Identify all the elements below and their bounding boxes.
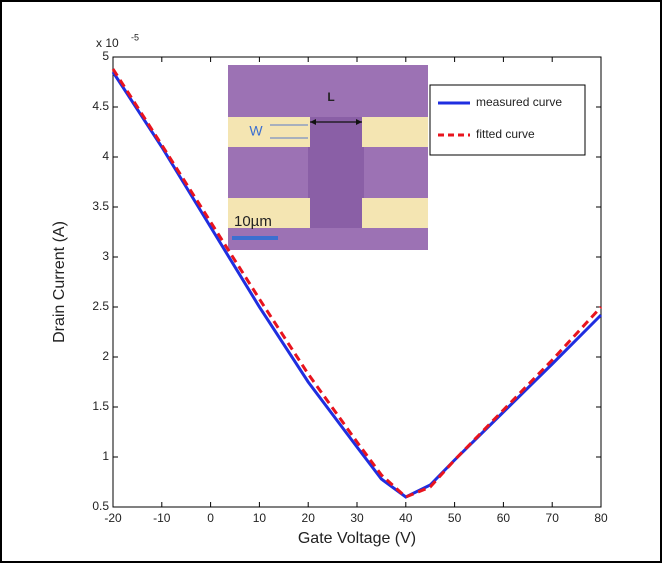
inset-electrode [228,117,310,147]
y-tick-label: 0.5 [92,499,109,513]
inset-electrode [228,198,310,228]
y-tick-label: 1.5 [92,399,109,413]
y-axis-label: Drain Current (A) [51,221,68,343]
y-tick-label: 3.5 [92,199,109,213]
inset-image: L W 10µm [228,65,428,250]
x-tick-label: 30 [350,511,364,525]
x-tick-label: 70 [546,511,560,525]
x-tick-label: -20 [104,511,122,525]
inset-electrode [362,198,428,228]
inset-channel [308,117,364,228]
x-tick-label: 10 [253,511,267,525]
x-tick-label: 60 [497,511,511,525]
y-multiplier: x 10 [96,36,119,50]
y-tick-label: 4 [102,149,109,163]
y-multiplier-exponent: -5 [131,32,139,42]
y-tick-label: 1 [102,449,109,463]
x-tick-label: 20 [302,511,316,525]
y-tick-label: 2.5 [92,299,109,313]
data-line [111,68,603,499]
y-tick-label: 5 [102,49,109,63]
legend-label: fitted curve [476,127,535,141]
y-tick-label: 3 [102,249,109,263]
inset-label: 10µm [234,213,272,230]
legend-box [429,84,586,156]
x-tick-label: -10 [153,511,171,525]
x-axis-label: Gate Voltage (V) [298,530,416,547]
x-tick-label: 80 [594,511,608,525]
x-tick-label: 0 [207,511,214,525]
inset-scale-bar [232,236,278,240]
inset-label: L [327,90,334,104]
y-tick-label: 2 [102,349,109,363]
inset-arrowheads [310,119,362,125]
inset-label: W [249,123,263,139]
x-tick-label: 50 [448,511,462,525]
legend-label: measured curve [476,95,562,109]
x-tick-label: 40 [399,511,413,525]
y-tick-label: 4.5 [92,99,109,113]
inset-electrode [362,117,428,147]
